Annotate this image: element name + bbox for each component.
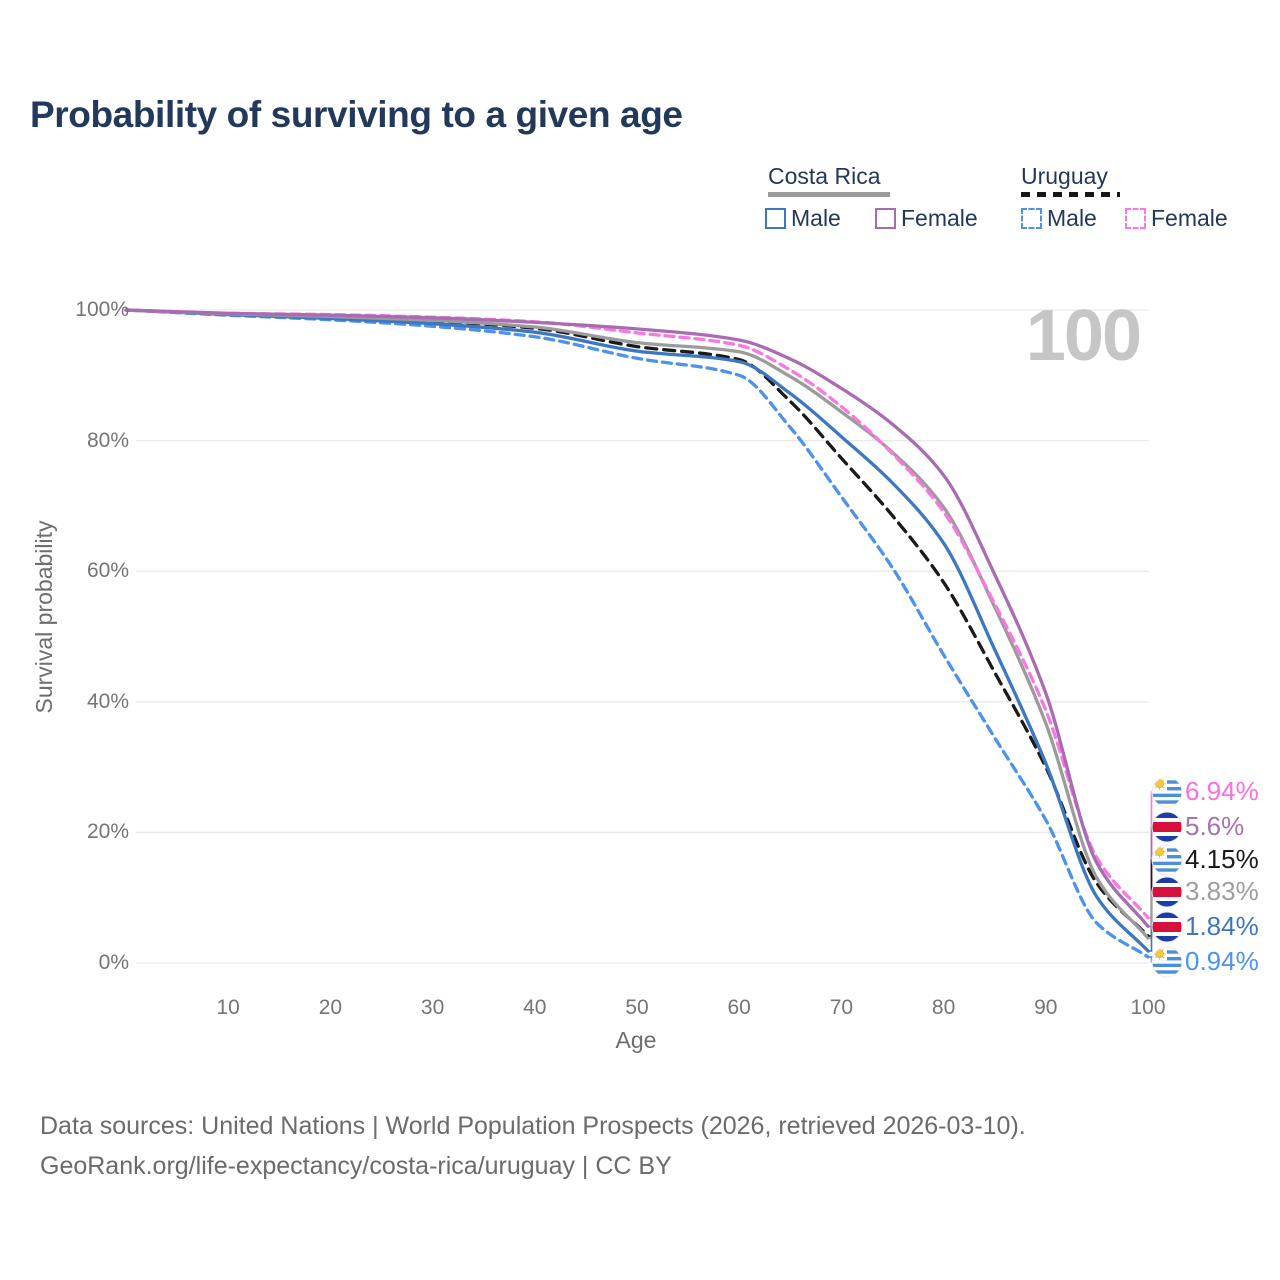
legend-group-label-costa-rica: Costa Rica — [768, 163, 881, 189]
costa-rica-male-swatch-icon — [765, 207, 786, 229]
end-label-uruguay-female: 6.94% — [1185, 776, 1259, 806]
y-tick-label: 100% — [75, 298, 129, 321]
x-axis-title: Age — [615, 1027, 657, 1053]
x-tick-label: 80 — [931, 996, 956, 1019]
legend-group-label-uruguay: Uruguay — [1021, 163, 1108, 189]
uruguay-female-swatch-icon — [1125, 207, 1146, 229]
footer: Data sources: United Nations | World Pop… — [40, 1106, 1026, 1186]
end-label-costa-rica-male: 1.84% — [1185, 911, 1259, 941]
uruguay-flag-icon — [1152, 777, 1182, 807]
x-tick-label: 60 — [727, 996, 751, 1019]
y-axis-title: Survival probability — [31, 520, 57, 714]
page-title: Probability of surviving to a given age — [30, 94, 683, 135]
legend-group-costa-rica[interactable]: Costa Rica — [768, 163, 890, 197]
costa-rica-flag-icon — [1152, 912, 1182, 942]
x-tick-label: 100 — [1130, 996, 1166, 1019]
costa-rica-line-swatch — [768, 192, 890, 197]
x-tick-label: 50 — [625, 996, 649, 1019]
x-tick-label: 70 — [829, 996, 854, 1019]
x-tick-label: 20 — [318, 996, 343, 1019]
curve-uruguay-female[interactable] — [124, 308, 1150, 920]
end-label-costa-rica-total: 3.83% — [1185, 876, 1259, 906]
x-tick-label: 10 — [216, 996, 240, 1019]
y-tick-label: 80% — [86, 428, 129, 452]
end-label-uruguay-total: 4.15% — [1185, 844, 1259, 874]
costa-rica-female-swatch-icon — [875, 207, 896, 229]
costa-rica-flag-icon — [1152, 812, 1182, 842]
curve-costa-rica-total[interactable] — [124, 308, 1150, 940]
x-tick-label: 40 — [523, 996, 547, 1019]
y-tick-label: 60% — [86, 559, 129, 583]
costa-rica-flag-icon — [1152, 877, 1182, 907]
y-tick-label: 40% — [86, 689, 129, 713]
legend-item-uruguay-male[interactable]: Male — [1021, 206, 1097, 230]
uruguay-line-swatch — [1021, 192, 1120, 197]
legend-item-label: Male — [1047, 205, 1097, 231]
legend-group-uruguay[interactable]: Uruguay — [1021, 163, 1120, 197]
y-tick-label: 20% — [86, 820, 129, 844]
end-label-costa-rica-female: 5.6% — [1185, 811, 1245, 841]
legend-item-costa-rica-female[interactable]: Female — [875, 206, 978, 230]
end-label-uruguay-male: 0.94% — [1185, 946, 1259, 976]
footer-link[interactable]: GeoRank.org/life-expectancy/costa-rica/u… — [40, 1152, 672, 1180]
age-watermark: 100 — [1025, 296, 1142, 376]
curve-uruguay-total[interactable] — [124, 308, 1150, 938]
footer-sources: Data sources: United Nations | World Pop… — [40, 1112, 1026, 1140]
x-tick-label: 90 — [1034, 996, 1058, 1019]
curve-costa-rica-female[interactable] — [124, 308, 1150, 929]
legend-item-label: Female — [901, 205, 978, 231]
y-tick-label: 0% — [98, 951, 129, 974]
curve-costa-rica-male[interactable] — [124, 308, 1150, 953]
legend-item-costa-rica-male[interactable]: Male — [765, 206, 841, 230]
legend-item-uruguay-female[interactable]: Female — [1125, 206, 1228, 230]
curve-uruguay-male[interactable] — [124, 308, 1150, 959]
legend-item-label: Female — [1151, 205, 1228, 231]
uruguay-flag-icon — [1152, 845, 1182, 875]
uruguay-male-swatch-icon — [1021, 207, 1042, 229]
x-tick-label: 30 — [420, 996, 445, 1019]
legend-item-label: Male — [791, 205, 841, 231]
